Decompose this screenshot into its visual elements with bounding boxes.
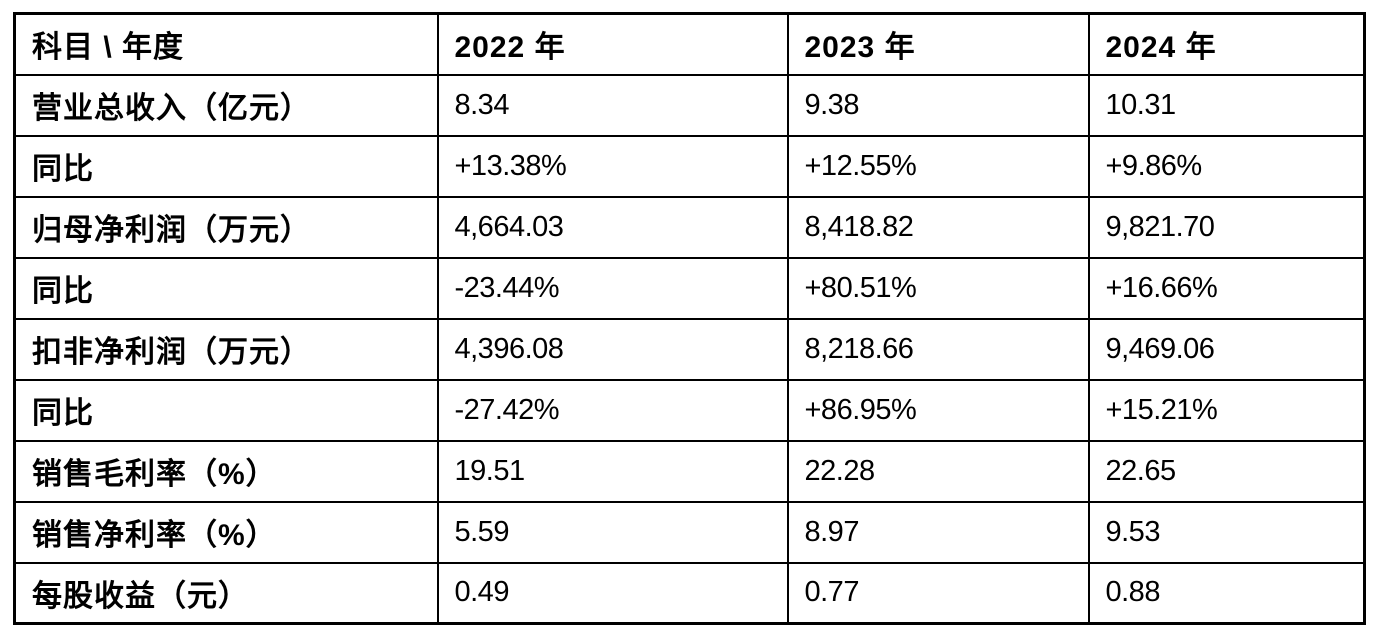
cell-2022: +13.38% <box>436 134 789 198</box>
row-label: 销售净利率（%） <box>13 500 439 564</box>
cell-2022: 0.49 <box>436 561 789 625</box>
cell-2024: 22.65 <box>1087 439 1366 503</box>
table-header-row: 科目 \ 年度 2022 年 2023 年 2024 年 <box>13 12 1366 76</box>
cell-2023: 8.97 <box>786 500 1090 564</box>
row-label: 同比 <box>13 134 439 198</box>
cell-2022: 4,664.03 <box>436 195 789 259</box>
row-label: 销售毛利率（%） <box>13 439 439 503</box>
cell-2023: +80.51% <box>786 256 1090 320</box>
row-label: 每股收益（元） <box>13 561 439 625</box>
row-label: 扣非净利润（万元） <box>13 317 439 381</box>
cell-2023: 22.28 <box>786 439 1090 503</box>
cell-2023: 9.38 <box>786 73 1090 137</box>
cell-2023: +86.95% <box>786 378 1090 442</box>
row-label: 同比 <box>13 378 439 442</box>
table-row-gross-margin: 销售毛利率（%） 19.51 22.28 22.65 <box>13 439 1366 503</box>
cell-2022: 19.51 <box>436 439 789 503</box>
row-label: 同比 <box>13 256 439 320</box>
cell-2024: +16.66% <box>1087 256 1366 320</box>
financial-summary-table: 科目 \ 年度 2022 年 2023 年 2024 年 营业总收入（亿元） 8… <box>13 12 1366 625</box>
header-year-2024: 2024 年 <box>1087 12 1366 76</box>
table-row-deducted-profit-yoy: 同比 -27.42% +86.95% +15.21% <box>13 378 1366 442</box>
table-row-total-revenue: 营业总收入（亿元） 8.34 9.38 10.31 <box>13 73 1366 137</box>
cell-2022: -23.44% <box>436 256 789 320</box>
cell-2022: -27.42% <box>436 378 789 442</box>
cell-2024: 10.31 <box>1087 73 1366 137</box>
cell-2022: 4,396.08 <box>436 317 789 381</box>
cell-2024: 9,469.06 <box>1087 317 1366 381</box>
cell-2023: 8,418.82 <box>786 195 1090 259</box>
table-row-eps: 每股收益（元） 0.49 0.77 0.88 <box>13 561 1366 625</box>
cell-2023: 0.77 <box>786 561 1090 625</box>
cell-2024: 0.88 <box>1087 561 1366 625</box>
table-row-revenue-yoy: 同比 +13.38% +12.55% +9.86% <box>13 134 1366 198</box>
cell-2022: 5.59 <box>436 500 789 564</box>
cell-2024: +15.21% <box>1087 378 1366 442</box>
cell-2024: +9.86% <box>1087 134 1366 198</box>
table-row-net-profit-yoy: 同比 -23.44% +80.51% +16.66% <box>13 256 1366 320</box>
table-row-net-profit: 归母净利润（万元） 4,664.03 8,418.82 9,821.70 <box>13 195 1366 259</box>
table-row-deducted-profit: 扣非净利润（万元） 4,396.08 8,218.66 9,469.06 <box>13 317 1366 381</box>
cell-2023: +12.55% <box>786 134 1090 198</box>
header-year-2022: 2022 年 <box>436 12 789 76</box>
cell-2022: 8.34 <box>436 73 789 137</box>
cell-2024: 9,821.70 <box>1087 195 1366 259</box>
header-subject-year: 科目 \ 年度 <box>13 12 439 76</box>
header-year-2023: 2023 年 <box>786 12 1090 76</box>
cell-2023: 8,218.66 <box>786 317 1090 381</box>
table-row-net-margin: 销售净利率（%） 5.59 8.97 9.53 <box>13 500 1366 564</box>
cell-2024: 9.53 <box>1087 500 1366 564</box>
row-label: 营业总收入（亿元） <box>13 73 439 137</box>
row-label: 归母净利润（万元） <box>13 195 439 259</box>
